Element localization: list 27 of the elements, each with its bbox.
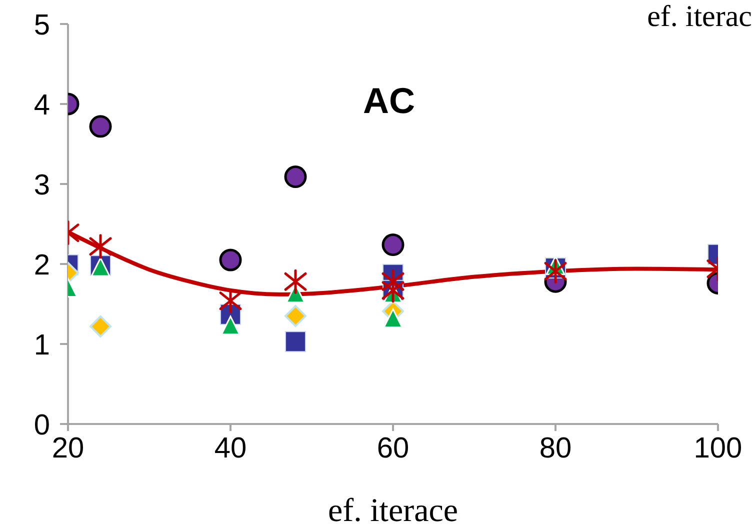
point [219, 248, 242, 272]
point [220, 316, 240, 336]
point [382, 269, 404, 294]
y-tick-label: 2 [34, 249, 50, 282]
y-tick-label: 5 [34, 9, 50, 42]
point [285, 331, 306, 352]
x-tick-label: 80 [539, 432, 572, 465]
y-tick-label: 0 [34, 409, 50, 442]
point [89, 115, 112, 138]
point [284, 166, 307, 188]
point [284, 305, 306, 327]
point [89, 234, 112, 259]
y-tick-label: 1 [34, 329, 50, 362]
x-tick-label: 40 [214, 432, 247, 465]
point [382, 234, 404, 256]
point [90, 315, 112, 338]
y-tick-label: 4 [34, 89, 50, 122]
text: AC [363, 80, 415, 122]
x-axis-title: ef. iterace [328, 493, 458, 529]
y-tick-label: 3 [34, 169, 50, 202]
x-tick-label: 20 [52, 432, 84, 465]
point [544, 258, 567, 284]
x-tick-label: 100 [694, 432, 742, 465]
annotation: ef. iterac [647, 0, 752, 34]
x-tick-label: 60 [376, 432, 410, 465]
point [383, 308, 403, 328]
point [284, 269, 307, 294]
